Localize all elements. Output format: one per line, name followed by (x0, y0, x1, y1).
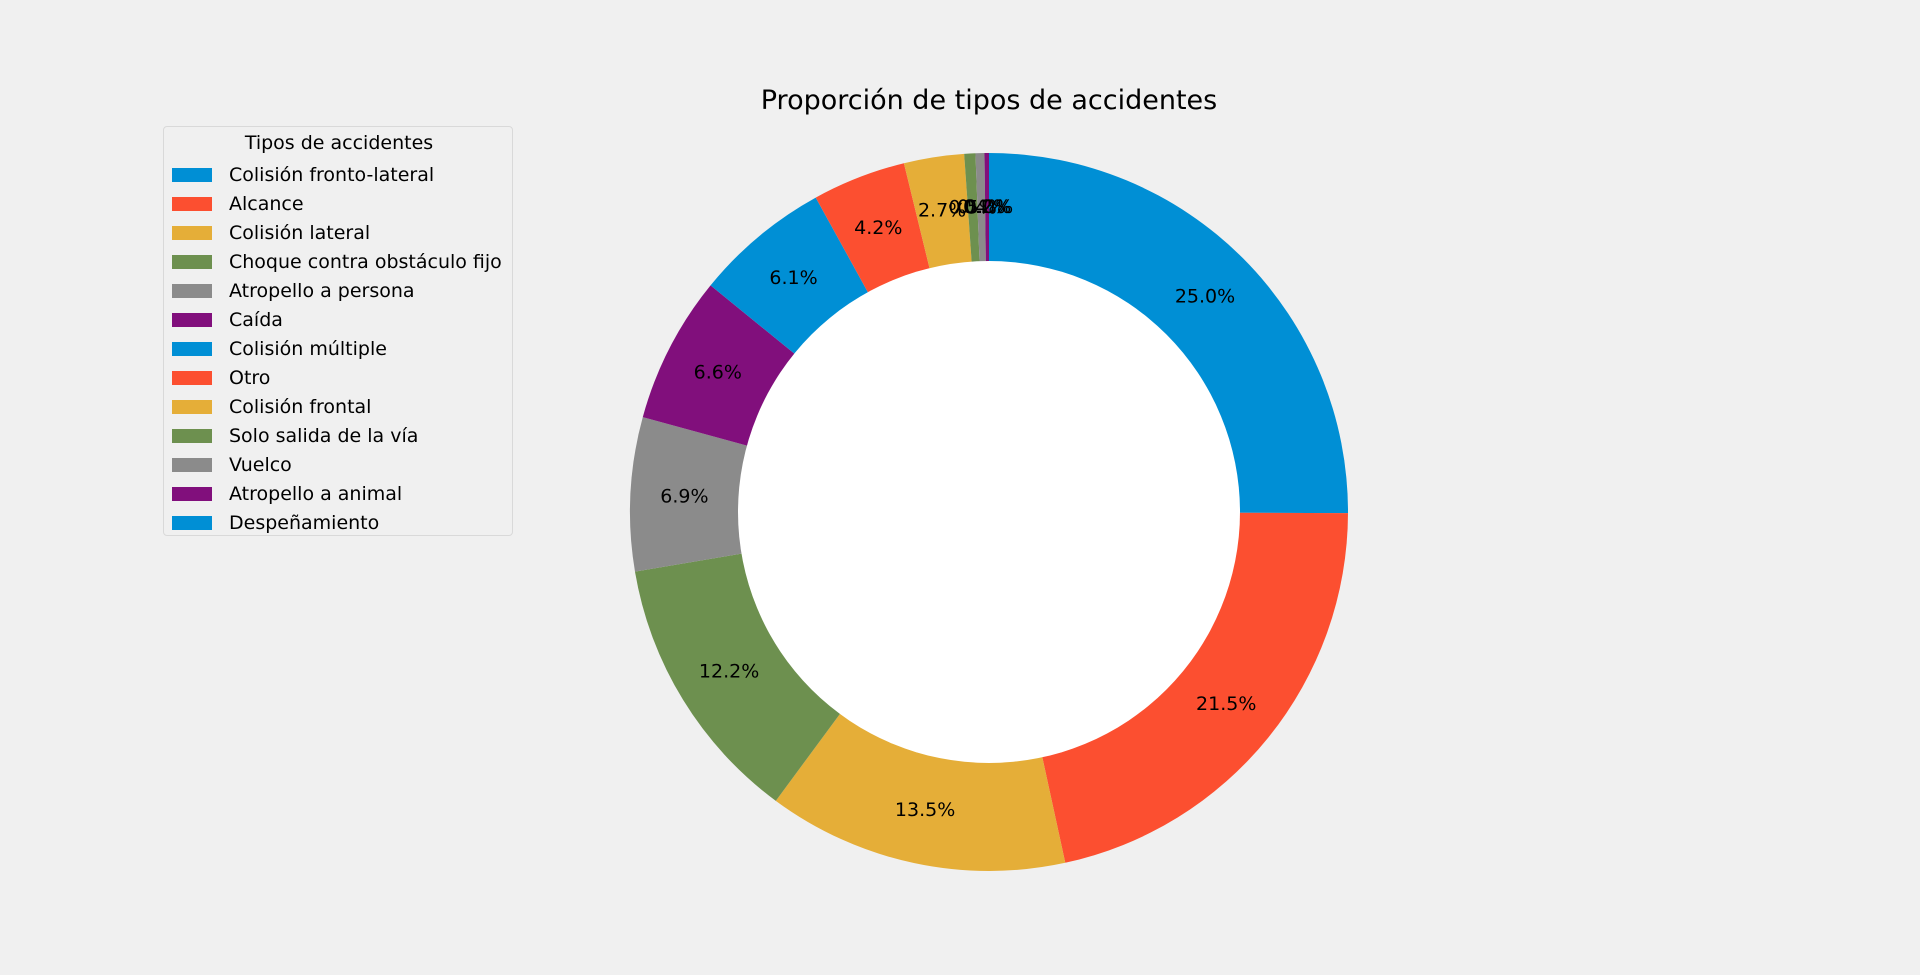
legend-swatch (172, 370, 212, 385)
legend-swatch (172, 254, 212, 269)
slice-label-solo-salida-de-la-via: 0.5% (949, 196, 997, 218)
legend-label: Colisión lateral (229, 221, 371, 244)
legend-item-atropello-a-persona: Atropello a persona (172, 276, 502, 305)
legend-item-alcance: Alcance (172, 189, 502, 218)
legend-item-colision-frontal: Colisión frontal (172, 392, 502, 421)
legend-label: Colisión múltiple (229, 337, 387, 360)
legend-label: Colisión frontal (229, 395, 372, 418)
legend: Tipos de accidentes Colisión fronto-late… (163, 126, 513, 536)
slice-label-colision-multiple: 6.1% (769, 267, 817, 289)
legend-title: Tipos de accidentes (244, 132, 434, 154)
legend-item-otro: Otro (172, 363, 502, 392)
slice-label-otro: 4.2% (854, 217, 902, 239)
legend-swatch (172, 399, 212, 414)
slice-label-despenamiento: 0.0% (965, 196, 1013, 218)
legend-label: Atropello a persona (229, 279, 415, 302)
percentage-labels: 25.0% 21.5% 13.5% 12.2% 6.9% 6.6% 6.1% 4.2% 2.7%… (660, 196, 1256, 821)
legend-swatch (172, 196, 212, 211)
legend-label: Vuelco (229, 453, 292, 476)
legend-label: Otro (229, 366, 271, 389)
legend-item-caida: Caída (172, 305, 502, 334)
legend-swatch (172, 167, 212, 182)
legend-swatch (172, 457, 212, 472)
slice-label-caida: 6.6% (694, 361, 742, 383)
legend-item-despenamiento: Despeñamiento (172, 508, 502, 537)
slice-label-colision-fronto-lateral: 25.0% (1175, 286, 1235, 308)
legend-swatch (172, 341, 212, 356)
slice-label-atropello-a-animal: 0.2% (963, 196, 1011, 218)
legend-swatch (172, 428, 212, 443)
slice-label-alcance: 21.5% (1196, 693, 1256, 715)
legend-swatch (172, 486, 212, 501)
legend-item-colision-lateral: Colisión lateral (172, 218, 502, 247)
legend-swatch (172, 312, 212, 327)
legend-item-solo-salida-de-la-via: Solo salida de la vía (172, 421, 502, 450)
legend-label: Solo salida de la vía (229, 424, 419, 447)
legend-label: Despeñamiento (229, 511, 380, 534)
legend-item-atropello-a-animal: Atropello a animal (172, 479, 502, 508)
legend-swatch (172, 515, 212, 530)
legend-item-colision-fronto-lateral: Colisión fronto-lateral (172, 160, 502, 189)
slice-label-colision-lateral: 13.5% (895, 799, 955, 821)
legend-list: Colisión fronto-lateral Alcance Colisión l… (172, 160, 502, 537)
legend-label: Colisión fronto-lateral (229, 163, 435, 186)
chart-title: Proporción de tipos de accidentes (761, 85, 1217, 116)
legend-swatch (172, 283, 212, 298)
slice-label-atropello-a-persona: 6.9% (660, 486, 708, 508)
donut-hole (738, 261, 1240, 763)
legend-label: Caída (229, 308, 283, 331)
slice-label-choque-contra-obstaculo-fijo: 12.2% (699, 661, 759, 683)
legend-label: Alcance (229, 192, 304, 215)
legend-label: Choque contra obstáculo fijo (229, 250, 502, 273)
legend-item-colision-multiple: Colisión múltiple (172, 334, 502, 363)
legend-item-vuelco: Vuelco (172, 450, 502, 479)
legend-label: Atropello a animal (229, 482, 403, 505)
legend-swatch (172, 225, 212, 240)
legend-item-choque-contra-obstaculo-fijo: Choque contra obstáculo fijo (172, 247, 502, 276)
slice-label-vuelco: 0.4% (957, 196, 1005, 218)
slice-label-colision-frontal: 2.7% (918, 200, 966, 222)
